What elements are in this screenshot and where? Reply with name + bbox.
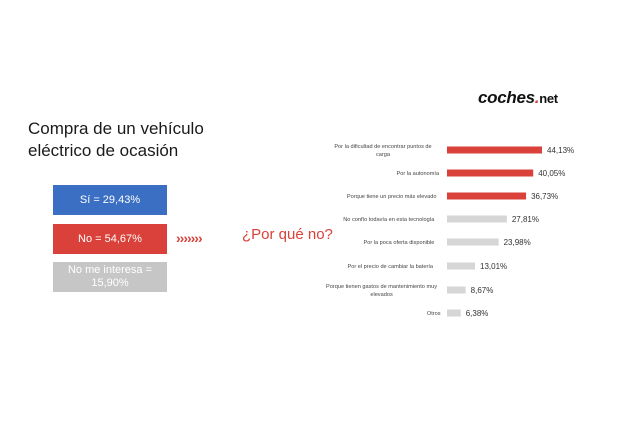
category-label-2: Porque tiene un precio más elevado [347, 194, 437, 200]
category-label-6: Porque tienen gastos de mantenimiento mu… [326, 284, 437, 298]
question-label: ¿Por qué no? [242, 226, 333, 243]
bar-value-label-6: 8,67% [471, 286, 494, 295]
page-title: Compra de un vehículo eléctrico de ocasi… [28, 119, 204, 160]
category-label-5: Por el precio de cambiar la batería [347, 264, 433, 270]
arrows-icon: ››››››› [176, 230, 203, 246]
bar-3 [447, 215, 507, 223]
category-label-3: No confío todavía en esta tecnología [343, 217, 435, 223]
bar-1 [447, 169, 534, 177]
bar-4 [447, 238, 499, 246]
category-label-0: Por la dificultad de encontrar puntos de… [334, 144, 431, 158]
summary-yes-box: Sí = 29,43% [53, 185, 167, 215]
brand-logo: coches.net [478, 88, 558, 107]
category-label-7: Otros [427, 311, 441, 317]
bar-0 [447, 146, 542, 154]
category-label-1: Por la autonomía [396, 171, 439, 177]
bar-value-label-0: 44,13% [547, 146, 574, 155]
bar-7 [447, 309, 461, 317]
bar-5 [447, 262, 476, 270]
bar-2 [447, 192, 527, 200]
bar-value-label-3: 27,81% [512, 215, 539, 224]
summary-no-box: No = 54,67% [53, 224, 167, 254]
bar-value-label-1: 40,05% [538, 169, 565, 178]
bar-6 [447, 286, 466, 294]
bar-value-label-4: 23,98% [504, 238, 531, 247]
bar-value-label-2: 36,73% [531, 192, 558, 201]
summary-not-interested-box: No me interesa = 15,90% [53, 262, 167, 292]
bar-value-label-5: 13,01% [480, 262, 507, 271]
bar-value-label-7: 6,38% [466, 309, 489, 318]
category-label-4: Por la poca oferta disponible [363, 240, 434, 246]
